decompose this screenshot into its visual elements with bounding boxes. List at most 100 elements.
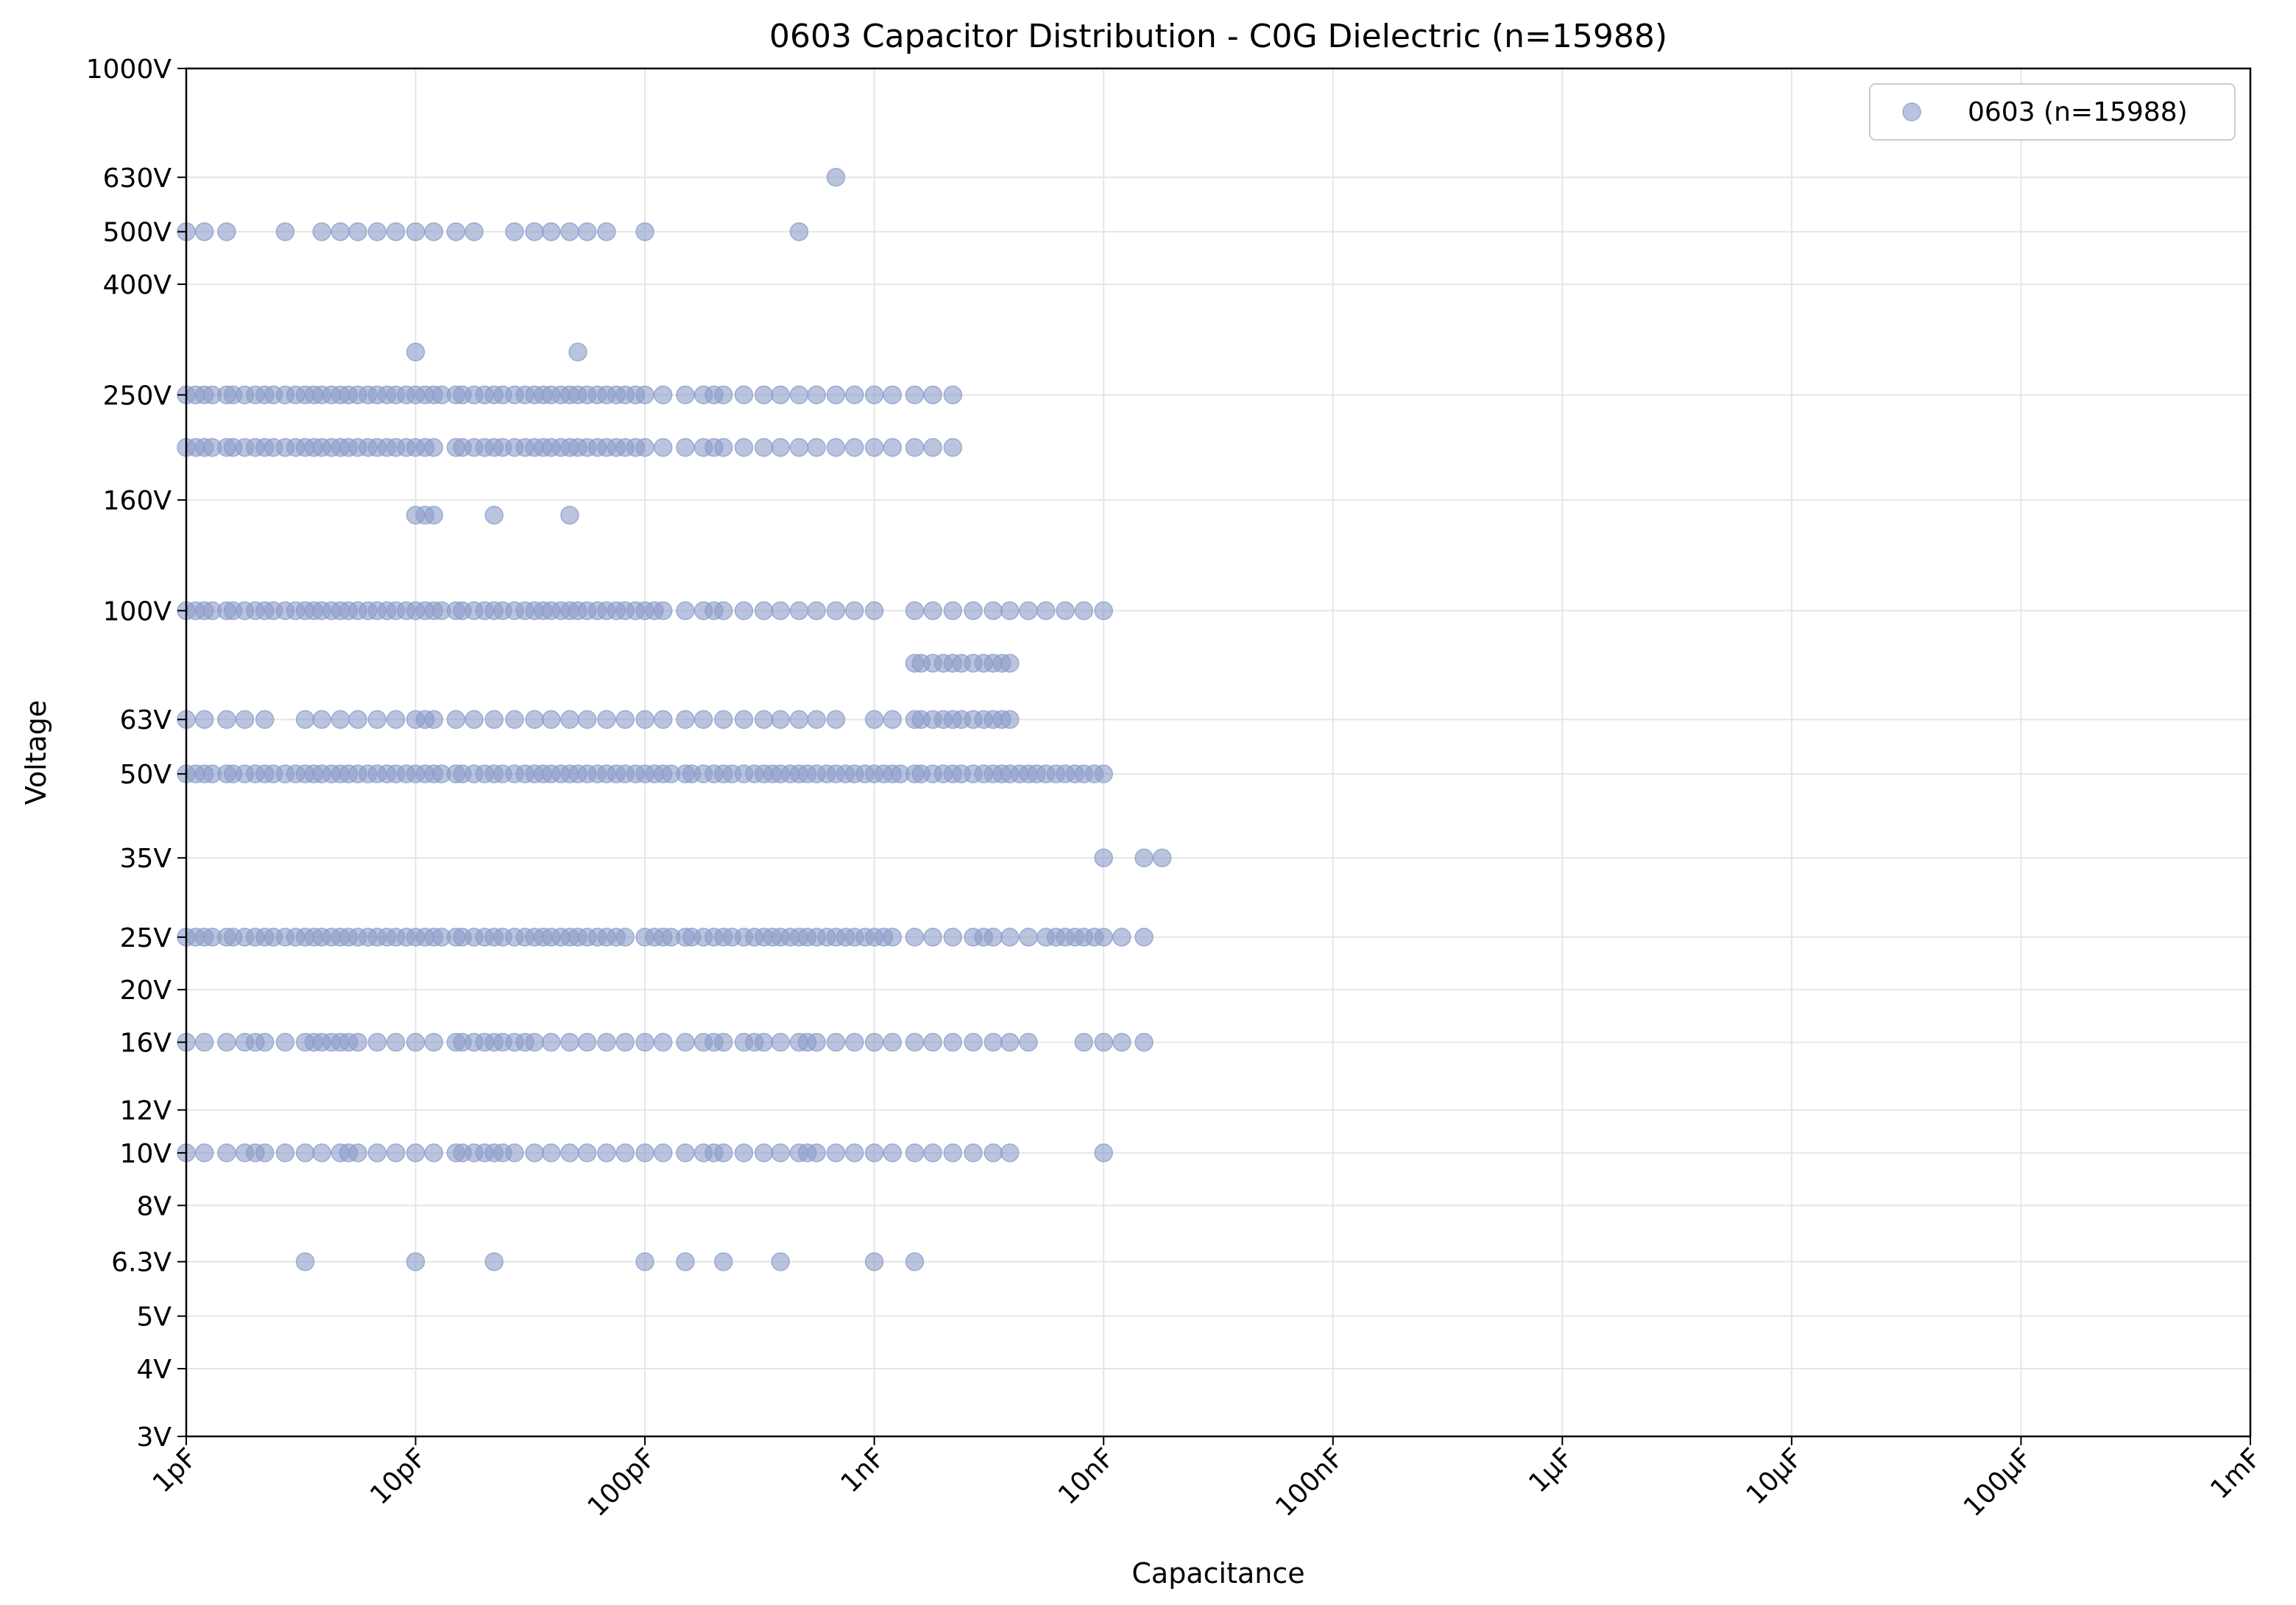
data-point	[883, 438, 902, 457]
data-point	[1094, 928, 1113, 947]
data-point	[654, 385, 673, 405]
data-point	[883, 385, 902, 405]
data-point	[676, 1032, 695, 1052]
data-point	[635, 1032, 654, 1052]
data-point	[312, 222, 331, 241]
data-point	[807, 1143, 826, 1163]
y-tick-label: 250V	[103, 381, 172, 411]
y-tick-label: 1000V	[86, 54, 172, 85]
data-point	[714, 710, 733, 729]
data-point	[367, 222, 387, 241]
data-point	[905, 1143, 925, 1163]
data-point	[714, 1143, 733, 1163]
data-point	[560, 1032, 579, 1052]
data-point	[771, 1143, 791, 1163]
y-tick-label: 160V	[103, 486, 172, 516]
data-point	[754, 438, 774, 457]
data-point	[194, 710, 214, 729]
data-point	[654, 438, 673, 457]
data-point	[615, 710, 635, 729]
data-point	[754, 601, 774, 621]
data-point	[615, 928, 635, 947]
y-tick-label: 630V	[103, 163, 172, 194]
data-point	[597, 222, 616, 241]
data-point	[312, 1143, 331, 1163]
data-point	[348, 710, 367, 729]
y-tick-label: 16V	[120, 1029, 172, 1059]
data-point	[983, 601, 1003, 621]
data-point	[484, 710, 504, 729]
data-point	[367, 1143, 387, 1163]
data-point	[635, 1143, 654, 1163]
data-point	[406, 1032, 425, 1052]
data-point	[541, 710, 561, 729]
data-point	[635, 222, 654, 241]
data-point	[406, 1143, 425, 1163]
plot-frame	[185, 67, 2252, 1438]
data-point	[676, 1252, 695, 1271]
data-point	[734, 438, 754, 457]
data-point	[714, 1252, 733, 1271]
y-tick-label: 8V	[136, 1191, 172, 1221]
data-point	[525, 222, 544, 241]
y-tick-label: 100V	[103, 596, 172, 627]
legend-box	[1869, 83, 2236, 141]
data-point	[406, 222, 425, 241]
data-point	[983, 1032, 1003, 1052]
y-tick-label: 3V	[136, 1422, 172, 1453]
data-point	[446, 222, 466, 241]
data-point	[789, 601, 809, 621]
data-point	[789, 222, 809, 241]
data-point	[1019, 928, 1038, 947]
data-point	[754, 1143, 774, 1163]
data-point	[577, 1143, 597, 1163]
data-point	[275, 222, 295, 241]
data-point	[560, 222, 579, 241]
x-axis-label: Capacitance	[1131, 1557, 1304, 1590]
data-point	[864, 1252, 884, 1271]
data-point	[714, 385, 733, 405]
y-tick-label: 12V	[120, 1096, 172, 1126]
data-point	[864, 601, 884, 621]
data-point	[1094, 848, 1113, 867]
data-point	[771, 710, 791, 729]
data-point	[217, 1032, 236, 1052]
data-point	[348, 1032, 367, 1052]
y-tick-label: 400V	[103, 270, 172, 300]
data-point	[348, 1143, 367, 1163]
data-point	[217, 710, 236, 729]
data-point	[1112, 928, 1131, 947]
data-point	[789, 710, 809, 729]
data-point	[194, 1032, 214, 1052]
data-point	[635, 385, 654, 405]
data-point	[771, 1252, 791, 1271]
data-point	[676, 601, 695, 621]
data-point	[826, 438, 846, 457]
data-point	[807, 1032, 826, 1052]
data-point	[1036, 601, 1056, 621]
data-point	[771, 385, 791, 405]
data-point	[348, 222, 367, 241]
y-tick-label: 4V	[136, 1355, 172, 1385]
data-point	[905, 1032, 925, 1052]
data-point	[1094, 1143, 1113, 1163]
data-point	[255, 1143, 275, 1163]
data-point	[845, 601, 864, 621]
data-point	[807, 438, 826, 457]
data-point	[864, 385, 884, 405]
data-point	[1134, 848, 1154, 867]
data-point	[905, 928, 925, 947]
data-point	[734, 385, 754, 405]
data-point	[771, 1032, 791, 1052]
data-point	[943, 928, 963, 947]
data-point	[1019, 601, 1038, 621]
scatter-points	[177, 168, 1172, 1271]
data-point	[1019, 1032, 1038, 1052]
data-point	[676, 1143, 695, 1163]
data-point	[541, 222, 561, 241]
data-point	[905, 385, 925, 405]
data-point	[525, 1143, 544, 1163]
data-point	[577, 222, 597, 241]
data-point	[1094, 764, 1113, 783]
